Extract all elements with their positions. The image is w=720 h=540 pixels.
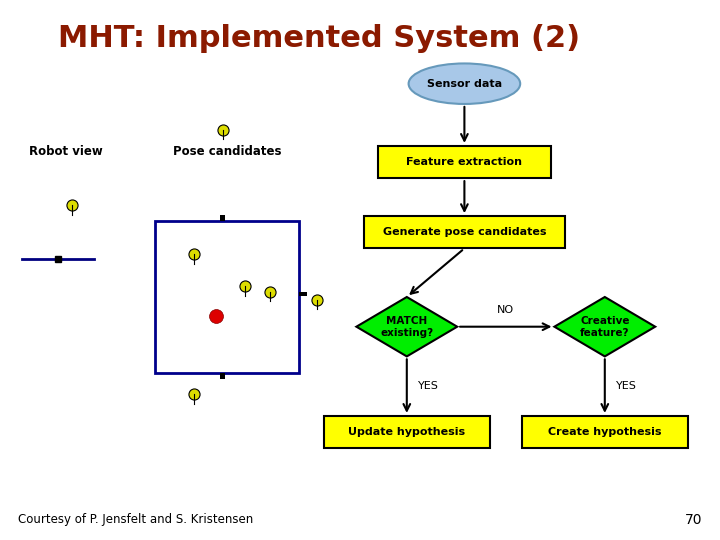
Text: Create hypothesis: Create hypothesis [548,427,662,437]
Polygon shape [356,297,457,356]
FancyBboxPatch shape [324,416,490,448]
Text: NO: NO [498,305,514,315]
Text: Sensor data: Sensor data [427,79,502,89]
Text: Update hypothesis: Update hypothesis [348,427,465,437]
Polygon shape [554,297,655,356]
FancyBboxPatch shape [364,216,565,248]
Text: YES: YES [418,381,438,391]
Text: Courtesy of P. Jensfelt and S. Kristensen: Courtesy of P. Jensfelt and S. Kristense… [18,514,253,526]
FancyBboxPatch shape [522,416,688,448]
FancyBboxPatch shape [155,221,299,373]
Text: MATCH
existing?: MATCH existing? [380,316,433,338]
Text: 70: 70 [685,512,702,526]
Text: Feature extraction: Feature extraction [406,157,523,167]
FancyBboxPatch shape [220,373,225,379]
Text: MHT: Implemented System (2): MHT: Implemented System (2) [58,24,580,53]
FancyBboxPatch shape [220,215,225,221]
Text: YES: YES [616,381,636,391]
Text: Generate pose candidates: Generate pose candidates [382,227,546,237]
Ellipse shape [409,63,521,104]
Text: Robot view: Robot view [29,145,102,158]
Text: Pose candidates: Pose candidates [173,145,282,158]
FancyBboxPatch shape [378,146,551,178]
Text: Creative
feature?: Creative feature? [580,316,629,338]
FancyBboxPatch shape [299,292,307,295]
